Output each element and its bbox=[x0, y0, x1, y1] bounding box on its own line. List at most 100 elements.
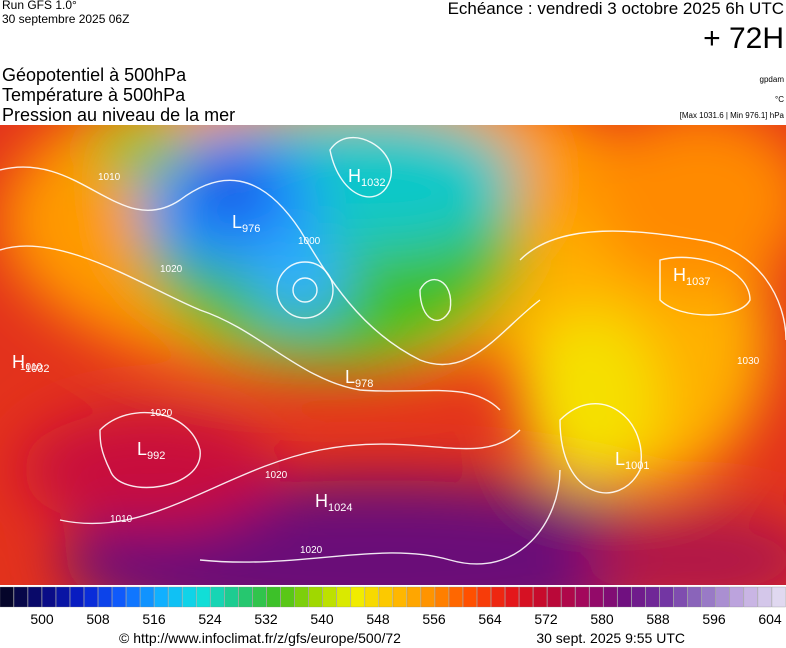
scale-label: 596 bbox=[702, 611, 726, 627]
scale-swatch bbox=[182, 586, 197, 608]
center-letter: L bbox=[137, 439, 147, 459]
isobar-label: 1000 bbox=[298, 236, 321, 247]
center-value: 1001 bbox=[625, 460, 649, 472]
scale-swatch bbox=[224, 586, 239, 608]
scale-label: 508 bbox=[86, 611, 110, 627]
scale-label: 532 bbox=[254, 611, 278, 627]
center-value: 1032 bbox=[25, 363, 49, 375]
scale-swatch bbox=[280, 586, 295, 608]
scale-swatch bbox=[463, 586, 477, 608]
scale-swatch bbox=[631, 586, 646, 608]
scale-swatch bbox=[519, 586, 534, 608]
center-letter: L bbox=[232, 212, 242, 232]
scale-label: 556 bbox=[422, 611, 446, 627]
scale-swatch bbox=[252, 586, 267, 608]
scale-label: 516 bbox=[142, 611, 166, 627]
scale-swatch bbox=[126, 586, 141, 608]
scale-swatch bbox=[98, 586, 112, 608]
scale-swatch bbox=[547, 586, 562, 608]
map bbox=[0, 125, 786, 585]
pressure-center: L976 bbox=[232, 212, 260, 235]
center-value: 1032 bbox=[361, 177, 385, 189]
scale-swatch bbox=[771, 586, 786, 608]
scale-swatch bbox=[743, 586, 758, 608]
isobar-labels: 1010 1020 1010 1020 1020 1030 1020 1010 1000 bbox=[20, 172, 760, 556]
scale-swatch bbox=[673, 586, 688, 608]
scale-swatch bbox=[757, 586, 772, 608]
scale-swatch bbox=[561, 586, 576, 608]
scale-swatch bbox=[406, 586, 421, 608]
center-value: 976 bbox=[242, 223, 260, 235]
pressure-center: L978 bbox=[345, 367, 373, 390]
scale-swatch bbox=[112, 586, 126, 608]
scale-swatch bbox=[659, 586, 674, 608]
scale-swatch bbox=[617, 586, 632, 608]
scale-label: 564 bbox=[478, 611, 502, 627]
center-value: 978 bbox=[355, 378, 373, 390]
scale-label: 572 bbox=[534, 611, 558, 627]
isobar-label: 1010 bbox=[98, 172, 121, 183]
scale-swatch bbox=[55, 586, 70, 608]
scale-swatch bbox=[645, 586, 660, 608]
pressure-center: H1037 bbox=[673, 265, 710, 288]
center-letter: H bbox=[315, 491, 328, 511]
scale-swatch bbox=[701, 586, 716, 608]
scale-label: 604 bbox=[758, 611, 782, 627]
center-letter: L bbox=[345, 367, 355, 387]
center-value: 992 bbox=[147, 450, 165, 462]
field: Géopotentiel à 500hPa bbox=[2, 65, 187, 85]
scale-swatch bbox=[715, 586, 730, 608]
scale-label: 548 bbox=[366, 611, 390, 627]
source-url: © http://www.infoclimat.fr/z/gfs/europe/… bbox=[119, 630, 401, 646]
scale-swatch bbox=[84, 586, 98, 608]
scale-swatch bbox=[448, 586, 463, 608]
scale-swatch bbox=[27, 586, 42, 608]
scale-swatch bbox=[70, 586, 84, 608]
scale-swatch bbox=[0, 586, 14, 608]
scale-label: 540 bbox=[310, 611, 334, 627]
isobar-label: 1020 bbox=[160, 264, 183, 275]
scale-swatch bbox=[308, 586, 323, 608]
pressure-center: H1032 bbox=[348, 166, 385, 189]
pressure-center: L992 bbox=[137, 439, 165, 462]
scale-swatch bbox=[477, 586, 491, 608]
lead-time: + 72H bbox=[703, 22, 784, 55]
scale-swatch bbox=[575, 586, 590, 608]
scale-swatch bbox=[603, 586, 618, 608]
isobar-label: 1020 bbox=[300, 545, 323, 556]
scale-label: 580 bbox=[590, 611, 614, 627]
center-value: 1024 bbox=[328, 502, 352, 514]
scale-swatch bbox=[41, 586, 56, 608]
field: Température à 500hPa bbox=[2, 85, 186, 105]
scale-swatch bbox=[154, 586, 169, 608]
pressure-center: H1032 bbox=[12, 352, 49, 375]
scale-swatch bbox=[491, 586, 505, 608]
scale-swatch bbox=[392, 586, 407, 608]
unit: °C bbox=[775, 95, 784, 104]
scale-swatch bbox=[196, 586, 211, 608]
isobar-label: 1020 bbox=[150, 408, 173, 419]
scale-swatch bbox=[266, 586, 281, 608]
scale-swatch bbox=[364, 586, 379, 608]
center-value: 1037 bbox=[686, 276, 710, 288]
scale-label: 588 bbox=[646, 611, 670, 627]
scale-swatch bbox=[505, 586, 519, 608]
scale-swatch bbox=[420, 586, 435, 608]
scale-swatch bbox=[322, 586, 337, 608]
scale-swatch bbox=[336, 586, 351, 608]
unit: [Max 1031.6 | Min 976.1] hPa bbox=[680, 111, 785, 120]
isobar-label: 1030 bbox=[737, 356, 760, 367]
field: Pression au niveau de la mer bbox=[2, 105, 235, 125]
scale-swatch bbox=[378, 586, 393, 608]
center-letter: H bbox=[348, 166, 361, 186]
center-letter: L bbox=[615, 449, 625, 469]
scale-swatch bbox=[687, 586, 702, 608]
unit: gpdam bbox=[760, 75, 785, 84]
scale-swatch bbox=[729, 586, 744, 608]
center-letter: H bbox=[12, 352, 25, 372]
scale-swatch bbox=[210, 586, 225, 608]
scale-swatch bbox=[168, 586, 183, 608]
